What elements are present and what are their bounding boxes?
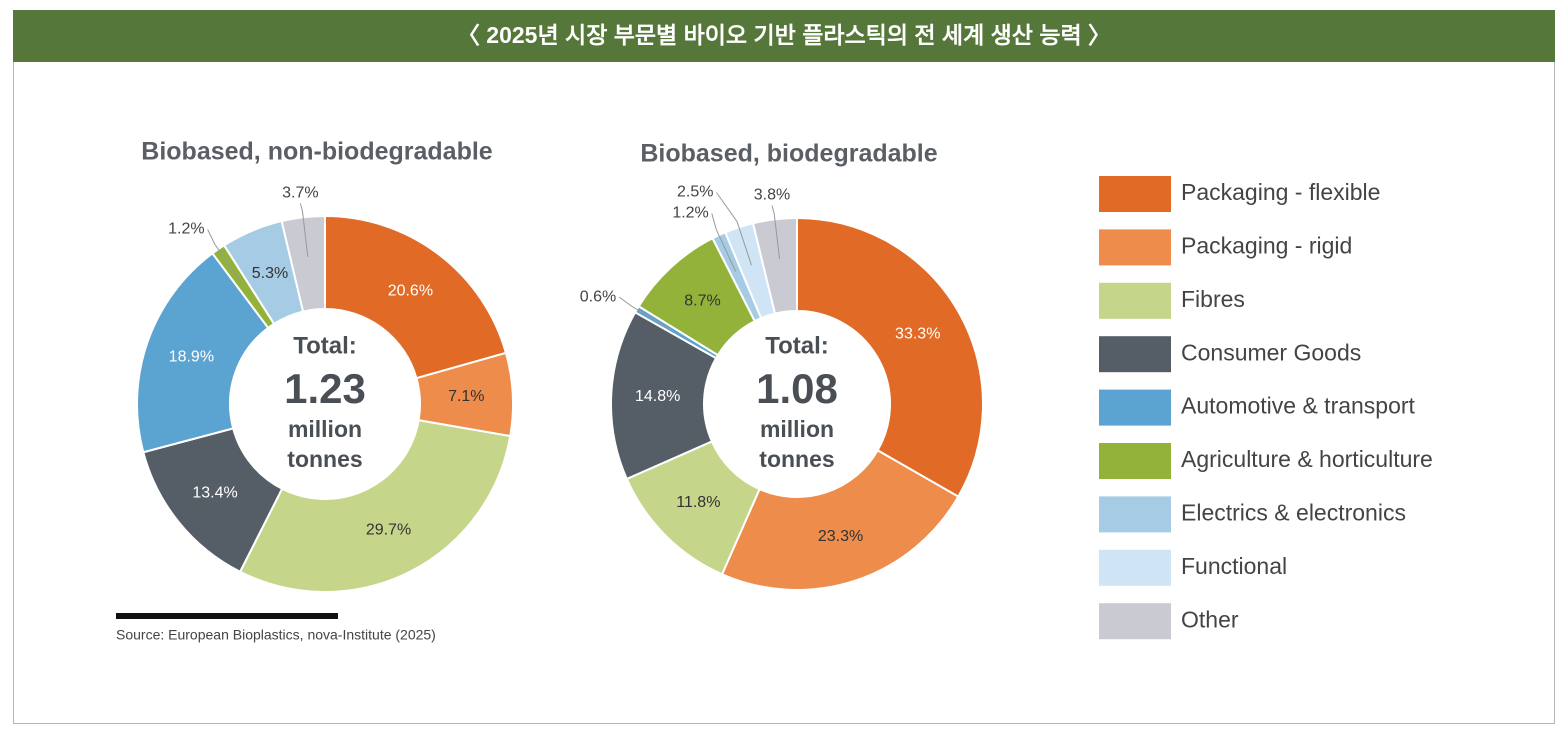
value-label: 2.5%	[677, 184, 713, 201]
legend-label: Packaging - rigid	[1181, 232, 1352, 258]
value-label: 1.2%	[168, 221, 204, 238]
legend-swatch	[1099, 229, 1171, 266]
value-label: 20.6%	[388, 282, 433, 299]
legend-label: Consumer Goods	[1181, 339, 1361, 365]
value-label: 13.4%	[192, 484, 237, 501]
legend-label: Functional	[1181, 553, 1287, 579]
chart-title: Biobased, non-biodegradable	[141, 138, 493, 166]
donut-slice	[324, 214, 508, 380]
donut-slice	[751, 216, 798, 315]
legend-swatch	[1099, 282, 1171, 319]
legend-swatch	[1099, 443, 1171, 479]
center-unit: million	[760, 416, 834, 442]
center-label: Total:	[765, 332, 829, 359]
legend-label: Other	[1181, 606, 1239, 632]
legend-swatch	[1099, 496, 1171, 533]
donut-slice	[238, 419, 512, 593]
donut-slice	[136, 251, 270, 454]
source-rule	[116, 613, 338, 619]
legend-label: Fibres	[1181, 286, 1245, 312]
legend-label: Electrics & electronics	[1181, 499, 1406, 525]
leader-line	[207, 229, 242, 283]
value-label: 3.8%	[754, 187, 790, 204]
value-label: 29.7%	[366, 522, 411, 539]
legend-label: Automotive & transport	[1181, 393, 1416, 419]
donut-slice	[610, 310, 718, 481]
legend-swatch	[1099, 603, 1171, 640]
value-label: 11.8%	[676, 494, 720, 511]
value-label: 18.9%	[169, 349, 214, 366]
center-total: 1.23	[284, 365, 366, 412]
donut-slice	[720, 448, 960, 591]
donut-slice	[280, 214, 326, 313]
value-label: 5.3%	[252, 265, 288, 282]
leader-line	[618, 296, 672, 331]
donut-slice	[796, 216, 984, 499]
leader-line	[711, 213, 737, 272]
value-label: 33.3%	[895, 325, 940, 342]
legend-swatch	[1099, 549, 1171, 586]
legend-swatch	[1099, 176, 1171, 212]
chart-title: Biobased, biodegradable	[640, 140, 937, 168]
leader-line	[716, 192, 752, 266]
frame	[13, 10, 1555, 724]
leader-line	[299, 203, 309, 258]
legend-label: Packaging - flexible	[1181, 179, 1380, 205]
legend-label: Agriculture & horticulture	[1181, 446, 1433, 472]
value-label: 3.7%	[282, 185, 318, 202]
center-unit: tonnes	[287, 446, 362, 472]
center-label: Total:	[293, 332, 357, 359]
source: Source: European Bioplastics, nova-Insti…	[116, 627, 436, 643]
value-label: 1.2%	[672, 205, 708, 222]
legend-swatch	[1099, 336, 1171, 373]
center-total: 1.08	[756, 365, 838, 412]
leader-line	[771, 205, 781, 260]
value-label: 0.6%	[580, 288, 616, 305]
value-label: 8.7%	[684, 293, 720, 310]
legend-swatch	[1099, 389, 1171, 426]
header-title: 〈 2025년 시장 부문별 바이오 기반 플라스틱의 전 세계 생산 능력 〉	[457, 22, 1111, 48]
center-unit: million	[288, 416, 362, 442]
value-label: 23.3%	[818, 528, 863, 545]
value-label: 7.1%	[448, 388, 484, 405]
center-unit: tonnes	[759, 446, 834, 472]
header-bar	[13, 10, 1555, 62]
value-label: 14.8%	[635, 388, 680, 405]
